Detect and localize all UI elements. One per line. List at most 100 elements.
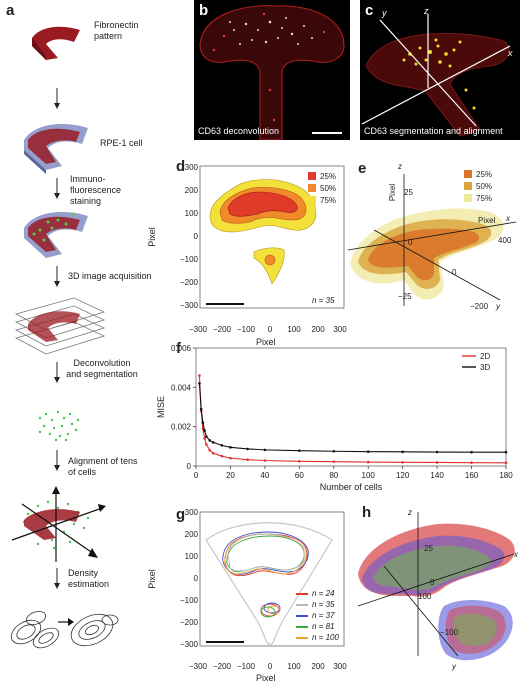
- data-point-2D: [401, 460, 404, 464]
- step-alignment-label: Alignment of tens of cells: [68, 456, 138, 477]
- y-tick-label: 0: [187, 462, 192, 471]
- axis-x-label: x: [506, 214, 510, 223]
- data-point-2D: [298, 459, 301, 463]
- axis-y-label: y: [382, 8, 387, 18]
- data-point-2D: [504, 461, 508, 465]
- xtick: 300: [333, 662, 347, 671]
- panel-g-ylabel: Pixel: [146, 569, 157, 589]
- tick-0: 0: [430, 578, 435, 587]
- data-point-3D: [208, 439, 212, 442]
- data-point-3D: [229, 446, 232, 449]
- ytick: 100: [184, 552, 198, 561]
- step-segmentation-label: Deconvolution and segmentation: [66, 358, 138, 379]
- panel-c-label: c: [365, 2, 374, 19]
- scale-bar: [312, 132, 342, 134]
- data-point-3D: [201, 421, 205, 425]
- axis-y-label: y: [452, 662, 456, 671]
- data-point-3D: [211, 441, 215, 444]
- data-point-3D: [246, 447, 249, 451]
- x-tick-label: 100: [362, 471, 376, 480]
- tick-minus-200: −200: [470, 302, 489, 311]
- ytick: −100: [179, 596, 198, 605]
- y-axis-label: MISE: [156, 396, 166, 418]
- tick-100: 100: [418, 592, 432, 601]
- xtick: 0: [267, 325, 273, 334]
- x-tick-label: 20: [226, 471, 235, 480]
- axis-x-label: x: [514, 550, 518, 559]
- x-tick-label: 60: [295, 471, 304, 480]
- step-density-label: Density estimation: [68, 568, 110, 589]
- image-stack-icon: [14, 297, 106, 355]
- panel-c-caption: CD63 segmentation and alignment: [364, 126, 503, 136]
- tick-25: 25: [424, 544, 433, 553]
- panel-b-label: b: [199, 2, 209, 19]
- xtick: −200: [212, 662, 232, 671]
- data-point-2D: [198, 374, 201, 377]
- x-tick-label: 180: [499, 471, 513, 480]
- x-tick-label: 120: [396, 471, 410, 480]
- axis-pixel-h-label: Pixel: [478, 216, 496, 225]
- panel-d-n-label: n = 35: [312, 296, 335, 305]
- x-tick-label: 140: [430, 471, 444, 480]
- tick-25: 25: [404, 188, 413, 197]
- x-tick-label: 40: [260, 471, 269, 480]
- series-line-3D: [198, 383, 506, 453]
- data-point-2D: [211, 451, 215, 455]
- axis-z-label: z: [398, 162, 402, 171]
- cd63-segmentation-image: [361, 14, 511, 137]
- y-tick-label: 0.004: [171, 383, 192, 392]
- tick-0: 0: [408, 238, 413, 247]
- legend-25: 25%: [320, 171, 337, 181]
- arrow-down-icon: [54, 266, 60, 287]
- xtick: 100: [287, 662, 301, 671]
- xtick: 300: [333, 325, 347, 334]
- legend-label-3D: 3D: [480, 363, 490, 372]
- xtick: 100: [287, 325, 301, 334]
- fibronectin-pattern-icon: [32, 26, 80, 61]
- legend-n37: n = 37: [312, 611, 335, 620]
- legend-25: 25%: [476, 169, 493, 179]
- ytick: 200: [184, 186, 198, 195]
- xtick: 0: [267, 662, 273, 671]
- xtick: −100: [236, 662, 256, 671]
- legend-n81: n = 81: [312, 622, 335, 631]
- data-point-3D: [198, 382, 201, 385]
- arrow-down-icon: [54, 362, 60, 383]
- xtick: −200: [212, 325, 232, 334]
- legend-75: 75%: [320, 195, 337, 205]
- tick-minus-25: −25: [398, 292, 412, 301]
- data-point-3D: [263, 448, 267, 452]
- mise-chart: 0 0.002 0.004 0.006 0 20 40 60 80 100 120 140 160 180…: [156, 344, 513, 492]
- density-plot-3d: [347, 174, 517, 306]
- panel-g-legend: n = 24 n = 35 n = 37 n = 81 n = 100: [296, 588, 339, 643]
- data-point-2D: [205, 443, 208, 446]
- panel-e-legend: 25% 50% 75%: [464, 168, 492, 204]
- legend-50: 50%: [320, 183, 337, 193]
- data-point-2D: [208, 448, 212, 452]
- axis-z-label: z: [408, 508, 412, 517]
- panel-g-xlabel: Pixel: [256, 673, 276, 683]
- aligned-cells-icon: [11, 486, 106, 562]
- legend-75: 75%: [476, 193, 493, 203]
- ytick: −200: [179, 618, 198, 627]
- legend-n100: n = 100: [312, 633, 339, 642]
- data-point-2D: [366, 460, 370, 464]
- data-point-3D: [504, 450, 508, 454]
- data-point-3D: [298, 449, 301, 452]
- ytick: −100: [179, 255, 198, 264]
- xtick: 200: [311, 662, 325, 671]
- tick-400: 400: [498, 236, 512, 245]
- legend-n24: n = 24: [312, 589, 335, 598]
- segmented-dots-icon: [38, 410, 80, 442]
- arrow-down-icon: [54, 178, 60, 199]
- step-acquisition-label: 3D image acquisition: [68, 271, 152, 281]
- ytick: 300: [184, 163, 198, 172]
- y-tick-label: 0.006: [171, 344, 192, 353]
- arrow-down-icon: [54, 568, 60, 589]
- xtick: −100: [236, 325, 256, 334]
- ytick: −300: [179, 301, 198, 310]
- xtick: 200: [311, 325, 325, 334]
- data-point-3D: [332, 449, 336, 453]
- stained-cell-icon: [24, 212, 88, 258]
- panel-f-label: f: [176, 340, 181, 357]
